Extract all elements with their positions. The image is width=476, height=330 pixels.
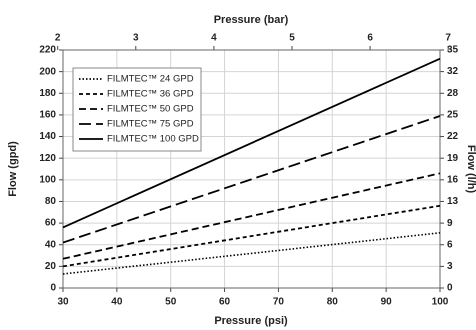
plot-frame [62, 49, 441, 289]
series-line [62, 204, 441, 268]
x2-tick-label: 4 [211, 33, 217, 44]
y2-tick-label: 28 [447, 88, 459, 99]
x-tick-label: 70 [273, 297, 285, 308]
x-axis-title: Pressure (psi) [214, 315, 288, 327]
y2-tick-label: 6 [447, 239, 453, 250]
series-line [62, 115, 441, 244]
legend-label: FILMTEC™ 24 GPD [107, 74, 194, 85]
y2-tick-label: 0 [447, 283, 453, 294]
y-tick-label: 40 [45, 239, 57, 250]
y-tick-label: 100 [39, 174, 56, 185]
y2-tick-label: 19 [447, 153, 459, 164]
legend-label: FILMTEC™ 100 GPD [107, 134, 199, 145]
x-tick-label: 60 [219, 297, 231, 308]
y2-tick-label: 25 [447, 110, 459, 121]
y-tick-label: 0 [50, 283, 56, 294]
y2-tick-label: 35 [447, 45, 459, 56]
y-tick-label: 80 [45, 196, 57, 207]
x2-axis-title: Pressure (bar) [214, 14, 289, 26]
x2-tick-label: 6 [367, 33, 373, 44]
y2-tick-label: 3 [447, 261, 453, 272]
y-tick-label: 120 [39, 153, 56, 164]
y2-tick-label: 13 [447, 196, 459, 207]
x-tick-label: 100 [432, 297, 449, 308]
y-tick-label: 60 [45, 218, 57, 229]
y2-tick-label: 32 [447, 66, 459, 77]
x2-tick-label: 7 [445, 33, 451, 44]
x2-tick-label: 2 [55, 33, 61, 44]
y2-tick-label: 16 [447, 174, 459, 185]
legend-label: FILMTEC™ 50 GPD [107, 104, 194, 115]
y2-axis-title: Flow (l/h) [465, 145, 476, 194]
series-line [62, 57, 441, 229]
y-tick-label: 220 [39, 45, 56, 56]
x-tick-label: 80 [327, 297, 339, 308]
x-tick-label: 30 [57, 297, 69, 308]
legend-label: FILMTEC™ 36 GPD [107, 89, 194, 100]
y-tick-label: 180 [39, 88, 56, 99]
x2-tick-label: 3 [133, 33, 139, 44]
x-tick-label: 90 [381, 297, 393, 308]
x-tick-label: 40 [111, 297, 123, 308]
y-tick-label: 200 [39, 66, 56, 77]
series-line [62, 232, 441, 275]
series-line [62, 172, 441, 260]
y-tick-label: 20 [45, 261, 57, 272]
y-axis-title: Flow (gpd) [7, 141, 19, 197]
y-tick-label: 160 [39, 110, 56, 121]
legend-label: FILMTEC™ 75 GPD [107, 119, 194, 130]
y2-tick-label: 9 [447, 218, 453, 229]
y2-tick-label: 22 [447, 131, 459, 142]
y-tick-label: 140 [39, 131, 56, 142]
x2-tick-label: 5 [289, 33, 295, 44]
x-tick-label: 50 [165, 297, 177, 308]
